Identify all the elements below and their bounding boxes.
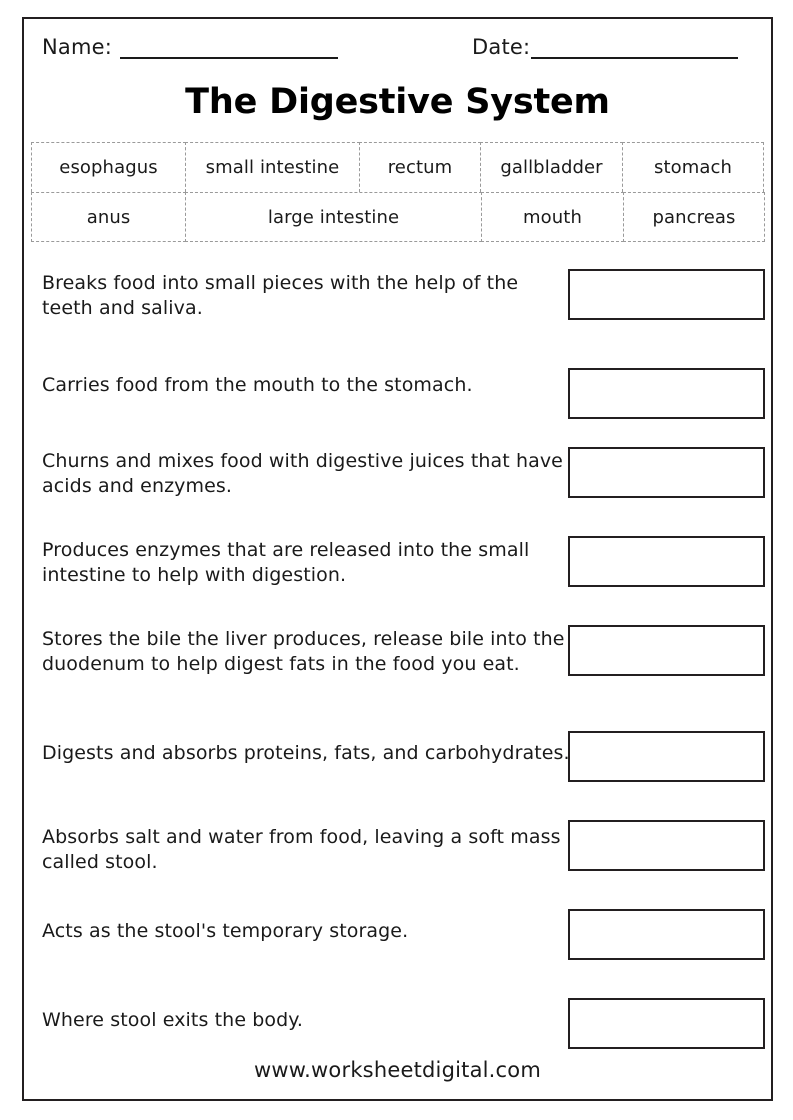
answer-box[interactable] (568, 447, 765, 498)
question-row: Digests and absorbs proteins, fats, and … (24, 701, 771, 790)
question-text: Produces enzymes that are released into … (42, 539, 530, 586)
date-field-group: Date: (472, 35, 739, 59)
name-input-line[interactable] (120, 37, 339, 59)
page-title: The Digestive System (185, 82, 610, 122)
student-info-row: Name: Date: (24, 35, 771, 71)
word-bank-row-2: anus large intestine mouth pancreas (31, 192, 768, 242)
question-text: Acts as the stool's temporary storage. (42, 920, 409, 942)
footer-website: www.worksheetdigital.com (253, 1058, 541, 1082)
word-bank-cell-small-intestine[interactable]: small intestine (185, 142, 360, 192)
answer-box[interactable] (568, 909, 765, 960)
name-field-group: Name: (42, 35, 339, 59)
question-row: Acts as the stool's temporary storage. (24, 879, 771, 968)
word-bank-cell-pancreas[interactable]: pancreas (623, 192, 765, 242)
question-row: Produces enzymes that are released into … (24, 516, 771, 605)
answer-box[interactable] (568, 269, 765, 320)
question-text: Absorbs salt and water from food, leavin… (42, 826, 561, 873)
question-row: Carries food from the mouth to the stoma… (24, 338, 771, 427)
answer-box[interactable] (568, 820, 765, 871)
answer-box[interactable] (568, 368, 765, 419)
question-text: Breaks food into small pieces with the h… (42, 272, 519, 319)
word-bank-cell-large-intestine[interactable]: large intestine (185, 192, 482, 242)
word-bank: esophagus small intestine rectum gallbla… (31, 142, 768, 242)
name-label: Name: (42, 35, 113, 59)
word-bank-cell-mouth[interactable]: mouth (481, 192, 624, 242)
word-bank-cell-gallbladder[interactable]: gallbladder (480, 142, 623, 192)
question-row: Absorbs salt and water from food, leavin… (24, 790, 771, 879)
question-list: Breaks food into small pieces with the h… (24, 249, 771, 1057)
word-bank-cell-rectum[interactable]: rectum (359, 142, 481, 192)
question-text: Where stool exits the body. (42, 1009, 304, 1031)
worksheet-page: Name: Date: The Digestive System esophag… (22, 17, 773, 1101)
answer-box[interactable] (568, 731, 765, 782)
word-bank-cell-stomach[interactable]: stomach (622, 142, 764, 192)
question-text: Carries food from the mouth to the stoma… (42, 374, 473, 396)
question-row: Churns and mixes food with digestive jui… (24, 427, 771, 516)
date-input-line[interactable] (531, 37, 739, 59)
question-text: Stores the bile the liver produces, rele… (42, 628, 565, 675)
answer-box[interactable] (568, 625, 765, 676)
word-bank-row-1: esophagus small intestine rectum gallbla… (31, 142, 768, 192)
question-text: Churns and mixes food with digestive jui… (42, 450, 563, 497)
answer-box[interactable] (568, 998, 765, 1049)
date-label: Date: (472, 35, 531, 59)
question-text: Digests and absorbs proteins, fats, and … (42, 742, 570, 764)
word-bank-cell-anus[interactable]: anus (31, 192, 186, 242)
question-row: Stores the bile the liver produces, rele… (24, 605, 771, 701)
question-row: Where stool exits the body. (24, 968, 771, 1057)
word-bank-cell-esophagus[interactable]: esophagus (31, 142, 186, 192)
question-row: Breaks food into small pieces with the h… (24, 249, 771, 338)
answer-box[interactable] (568, 536, 765, 587)
